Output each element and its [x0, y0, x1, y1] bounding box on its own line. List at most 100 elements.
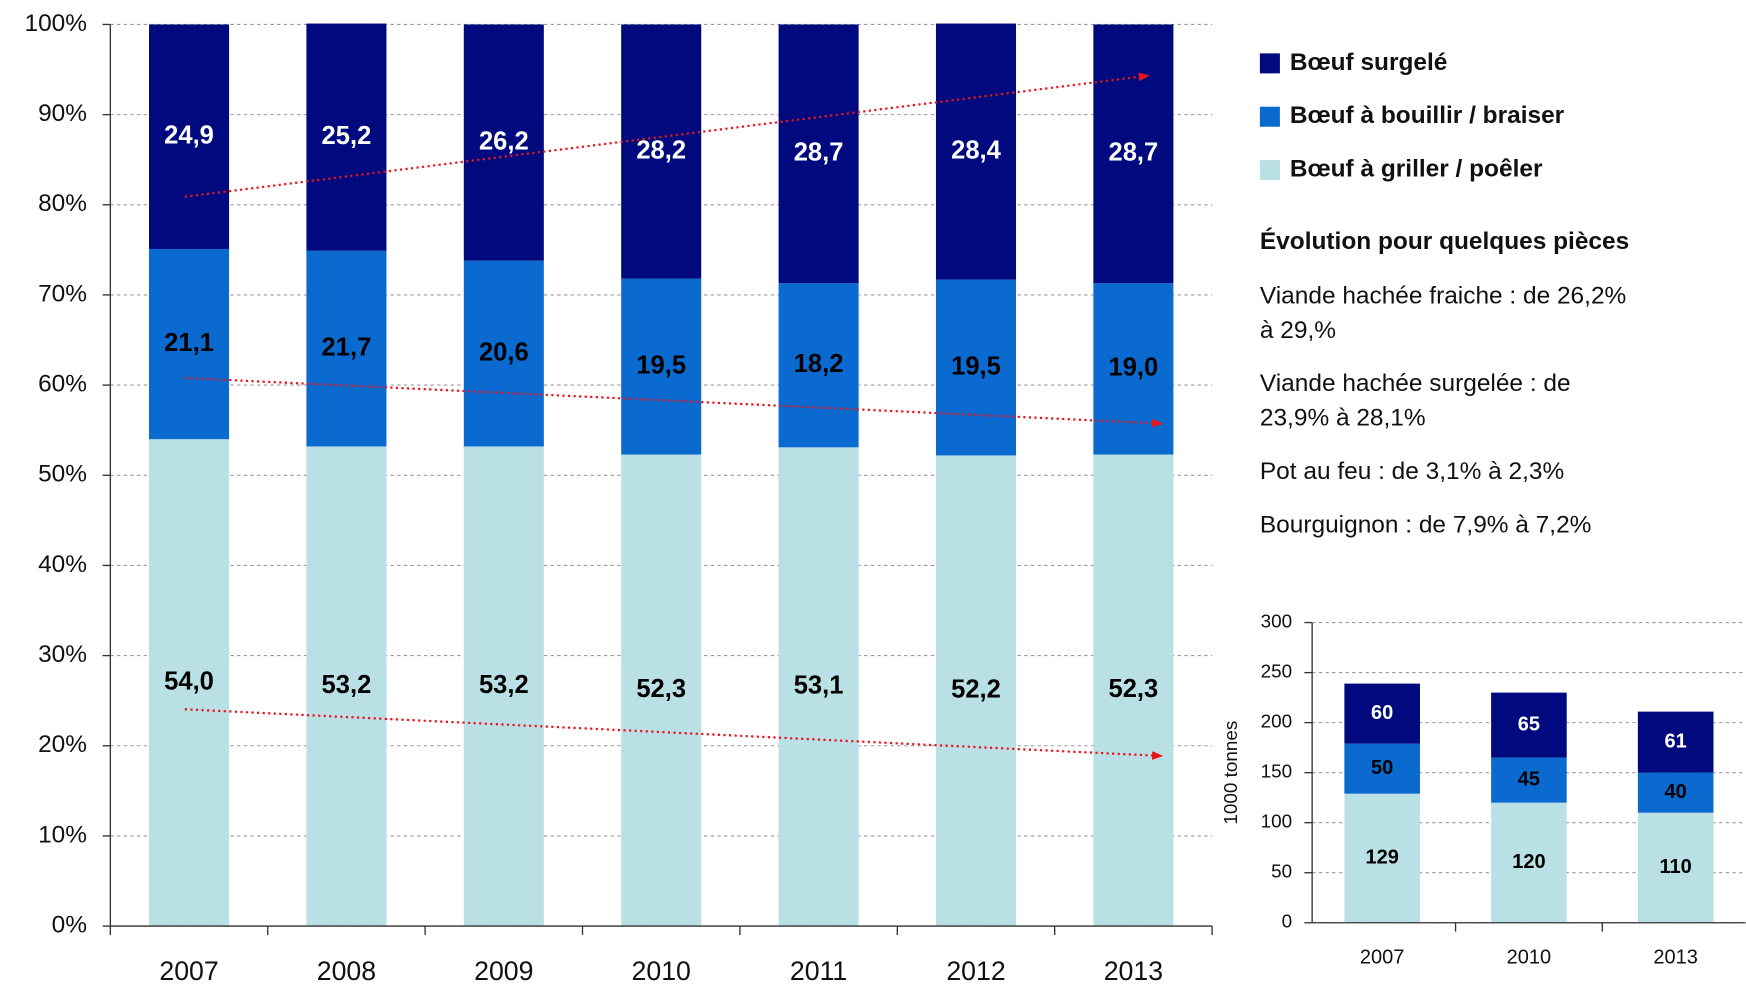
y-tick-label: 100% [24, 10, 87, 37]
value-label: 19,0 [1109, 354, 1159, 382]
y-tick-label: 80% [38, 190, 87, 217]
x-tick-label: 2010 [632, 956, 691, 985]
bar-segment [306, 446, 387, 927]
bar-segment [463, 24, 544, 261]
note-text: Viande hachée surgelée : de [1260, 370, 1571, 397]
value-label: 45 [1518, 768, 1540, 790]
value-label: 25,2 [322, 122, 372, 150]
note-text: Bourguignon : de 7,9% à 7,2% [1260, 511, 1592, 538]
bar-segment [621, 278, 702, 455]
x-tick-label: 2009 [474, 956, 533, 985]
bar-segment [778, 283, 859, 448]
y-tick-label: 300 [1261, 612, 1292, 633]
x-tick-label: 2013 [1653, 947, 1698, 969]
bar-segment [778, 447, 859, 927]
value-label: 52,3 [1109, 675, 1159, 703]
y-tick-label: 10% [38, 821, 87, 848]
value-label: 54,0 [164, 667, 214, 695]
bar-segment [621, 454, 702, 927]
value-label: 52,2 [951, 676, 1001, 704]
y-tick-label: 20% [38, 731, 87, 758]
bar-segment [306, 23, 387, 251]
legend-swatch [1259, 160, 1280, 181]
legend-label: Bœuf surgelé [1290, 49, 1448, 76]
y-tick-label: 200 [1261, 712, 1292, 733]
bar-segment [463, 446, 544, 927]
bar-segment [1491, 802, 1567, 923]
value-label: 28,7 [794, 139, 844, 167]
bar-segment [778, 24, 859, 284]
x-tick-label: 2008 [317, 956, 376, 985]
x-tick-label: 2007 [159, 956, 218, 985]
x-tick-label: 2007 [1360, 947, 1405, 969]
bar-segment [149, 24, 230, 249]
x-tick-label: 2013 [1104, 956, 1163, 985]
value-label: 28,7 [1109, 139, 1159, 167]
bar-segment [935, 23, 1017, 280]
y-tick-label: 90% [38, 100, 87, 127]
y-tick-label: 0% [52, 912, 87, 939]
bar-segment [463, 260, 544, 447]
value-label: 53,2 [479, 671, 529, 699]
note-text: 23,9% à 28,1% [1260, 405, 1426, 432]
value-label: 50 [1371, 757, 1393, 779]
x-tick-label: 2012 [946, 956, 1005, 985]
bar-segment [1344, 683, 1420, 744]
bar-segment [621, 24, 702, 279]
bar-segment [1093, 454, 1174, 927]
value-label: 53,1 [794, 671, 844, 699]
value-label: 129 [1365, 846, 1398, 868]
y-tick-label: 70% [38, 280, 87, 307]
bar-segment [149, 439, 230, 927]
bar-segment [1344, 743, 1420, 794]
value-label: 120 [1512, 851, 1545, 873]
legend-swatch [1259, 106, 1280, 127]
value-label: 19,5 [636, 351, 686, 379]
bar-segment [1637, 772, 1714, 813]
value-label: 19,5 [951, 352, 1001, 380]
value-label: 52,3 [636, 675, 686, 703]
value-label: 61 [1665, 730, 1687, 752]
bar-segment [935, 455, 1017, 927]
value-label: 60 [1371, 702, 1393, 724]
y-tick-label: 0 [1282, 912, 1293, 933]
y-tick-label: 50% [38, 461, 87, 488]
y-tick-label: 250 [1261, 662, 1292, 683]
note-text: Viande hachée fraiche : de 26,2% [1260, 282, 1626, 309]
value-label: 20,6 [479, 338, 529, 366]
bar-segment [149, 248, 230, 440]
trend-arrow [184, 72, 1150, 198]
value-label: 26,2 [479, 127, 529, 155]
y-tick-label: 50 [1271, 862, 1292, 883]
trend-arrow [184, 708, 1164, 760]
legend-label: Bœuf à bouillir / braiser [1290, 102, 1565, 129]
bar-segment [935, 279, 1017, 456]
y-axis-label: 1000 tonnes [1221, 721, 1242, 825]
value-label: 65 [1518, 713, 1540, 735]
y-tick-label: 100 [1261, 812, 1292, 833]
x-tick-label: 2011 [790, 956, 847, 985]
bar-segment [1491, 757, 1567, 803]
bar-segment [1637, 812, 1714, 923]
x-tick-label: 2010 [1507, 947, 1552, 969]
value-label: 18,2 [794, 350, 844, 378]
notes-title: Évolution pour quelques pièces [1260, 227, 1629, 255]
y-tick-label: 30% [38, 641, 87, 668]
value-label: 21,7 [322, 333, 372, 361]
value-label: 53,2 [322, 671, 372, 699]
bar-segment [1491, 692, 1567, 758]
value-label: 24,9 [164, 121, 214, 149]
value-label: 28,4 [951, 136, 1002, 164]
trend-arrow [184, 376, 1164, 428]
note-text: à 29,% [1260, 317, 1336, 344]
note-text: Pot au feu : de 3,1% à 2,3% [1260, 458, 1564, 485]
bar-segment [1344, 793, 1420, 923]
value-label: 110 [1660, 856, 1692, 878]
value-label: 40 [1665, 781, 1687, 803]
bar-segment [1637, 711, 1714, 773]
y-tick-label: 40% [38, 551, 87, 578]
bar-segment [306, 250, 387, 447]
legend-swatch [1259, 53, 1280, 74]
